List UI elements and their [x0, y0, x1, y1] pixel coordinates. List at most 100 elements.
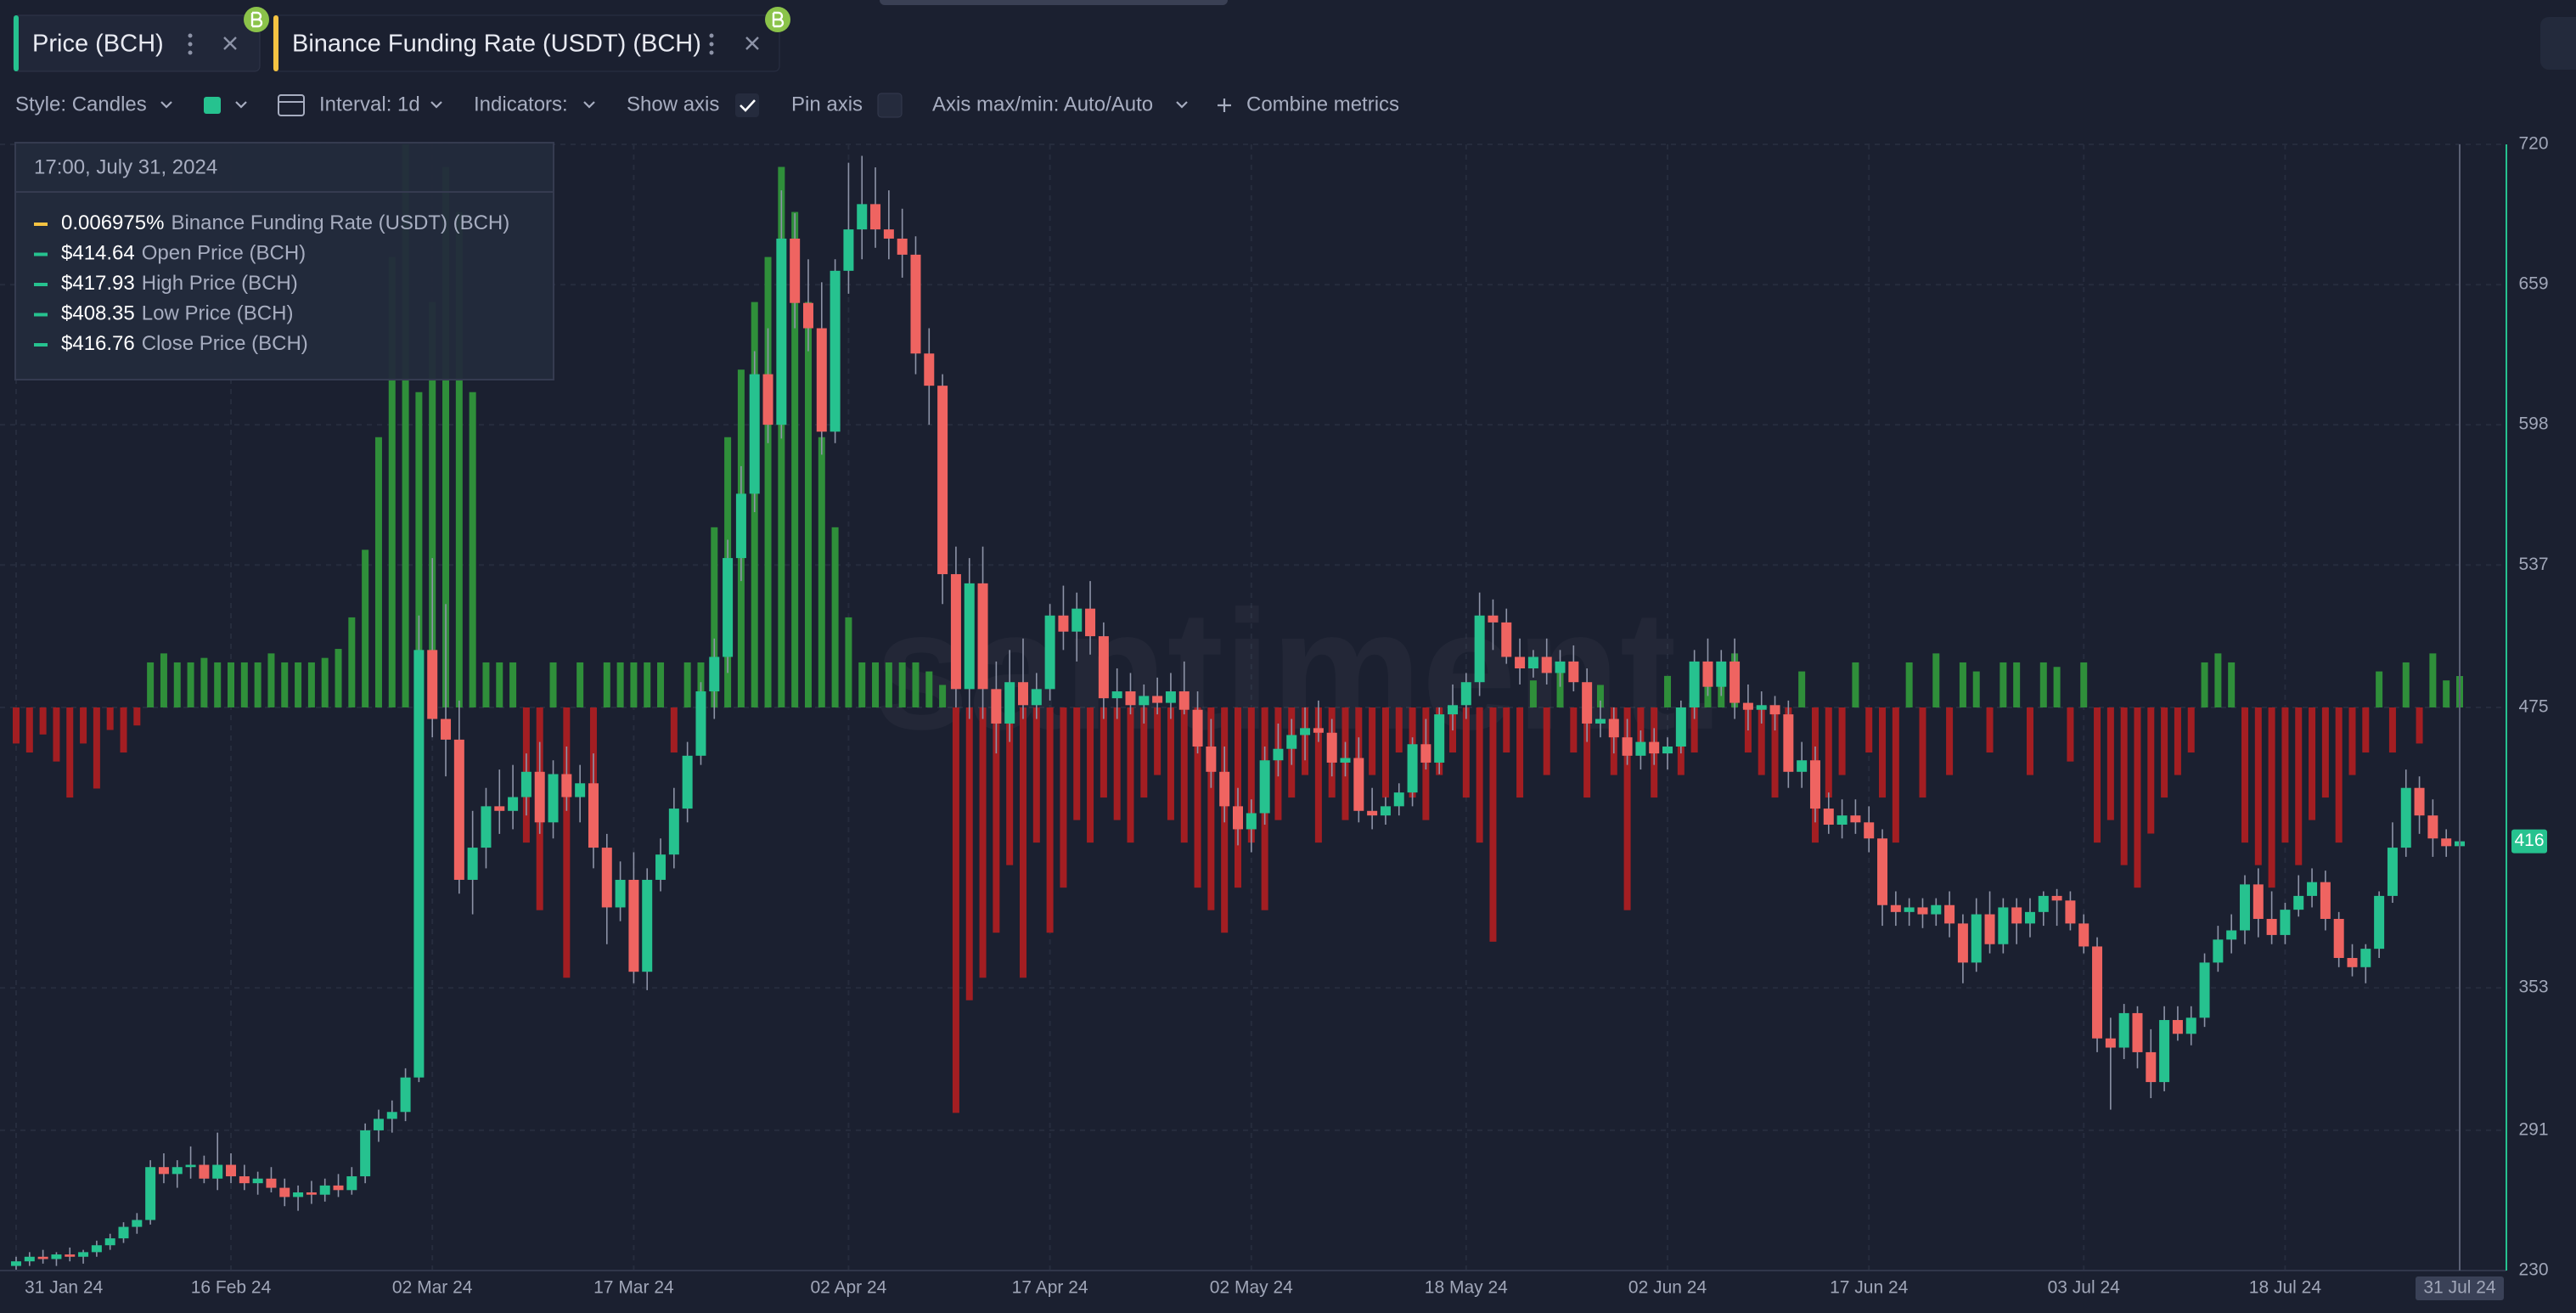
candle-body [1904, 907, 1915, 912]
candle-body [1797, 760, 1808, 772]
candle-body [293, 1192, 304, 1197]
funding-bar [1771, 707, 1779, 798]
show-axis-label: Show axis [627, 93, 719, 116]
style-select[interactable]: Style: Candles [15, 93, 147, 116]
funding-bar [335, 649, 342, 707]
funding-bar [1476, 707, 1483, 843]
funding-bar [240, 662, 248, 707]
candle-body [2146, 1051, 2157, 1083]
candle-body [1515, 656, 1526, 668]
funding-bar [2335, 707, 2343, 843]
candle-body [843, 229, 854, 271]
combine-metrics[interactable]: Combine metrics [1246, 93, 1399, 116]
axes: 230 291 353 475 537 598 659 720 31 Jan 24 16 Feb … [0, 134, 2549, 1300]
tab-accent [14, 15, 19, 71]
candle-body [2387, 848, 2398, 896]
candle-body [1219, 771, 1230, 807]
interval-select[interactable]: Interval: 1d [319, 93, 420, 116]
candle-body [1125, 691, 1136, 706]
y-tick-label: 353 [2518, 978, 2548, 997]
side-button[interactable] [2540, 17, 2576, 70]
tooltip-box [14, 142, 554, 380]
candle-body [65, 1254, 76, 1257]
x-tick-label: 03 Jul 24 [2048, 1278, 2121, 1298]
candle-body [1474, 615, 1485, 683]
tab-close[interactable] [223, 37, 237, 50]
candle-body [1407, 744, 1418, 793]
funding-bar [53, 707, 60, 762]
funding-bar [1100, 707, 1107, 798]
metric-tab[interactable]: Binance Funding Rate (USDT) (BCH) [273, 7, 790, 72]
funding-bar [147, 662, 155, 707]
chevron [583, 101, 595, 109]
pin-axis-checkbox[interactable] [877, 93, 903, 118]
funding-bar [1529, 680, 1537, 707]
funding-bar [2174, 707, 2181, 775]
funding-bar [1314, 707, 1322, 843]
tooltip: 17:00, July 31, 2024 0.006975% Binance Fu… [14, 142, 554, 380]
candle-body [1313, 728, 1324, 733]
candle-body [1756, 705, 1767, 710]
funding-bar [1489, 707, 1497, 942]
candle-body [1192, 709, 1203, 747]
candle-body [2293, 895, 2304, 910]
chevron [160, 101, 172, 109]
candle-body [2199, 962, 2210, 1018]
tab-close[interactable] [745, 37, 759, 50]
funding-bar [2376, 671, 2383, 707]
funding-bar [388, 256, 396, 708]
funding-bar [1006, 707, 1014, 865]
candle-body [24, 1256, 35, 1262]
top-handle[interactable] [880, 0, 1228, 5]
candle-body [575, 783, 586, 797]
candle-body [2414, 787, 2425, 816]
axis-range-select[interactable]: Axis max/min: Auto/Auto [932, 93, 1153, 116]
candle-body [2038, 895, 2049, 912]
candle-body [1931, 904, 1942, 915]
candle-body [2132, 1012, 2143, 1052]
funding-bar [1664, 675, 1672, 707]
candle-body [306, 1192, 317, 1195]
candle-body [1017, 682, 1028, 706]
show-axis-checkbox[interactable] [735, 93, 759, 117]
funding-bar [1060, 707, 1067, 888]
color-picker[interactable] [204, 97, 221, 114]
funding-bar [1087, 707, 1094, 843]
candle-body [1031, 689, 1042, 706]
funding-bar [66, 707, 74, 798]
funding-bar [589, 707, 597, 798]
funding-bar [657, 662, 665, 707]
candle-body [441, 718, 452, 740]
candle-body [964, 583, 975, 690]
x-tick-label: 02 Jun 24 [1628, 1278, 1707, 1298]
metric-tab[interactable]: Price (BCH) [13, 7, 269, 72]
funding-bar [509, 662, 517, 707]
candle-body [1742, 702, 1753, 710]
candle-body [481, 806, 492, 848]
candle-body [2266, 918, 2277, 935]
funding-bar [1247, 707, 1255, 843]
funding-bar [2147, 707, 2155, 834]
tab-menu[interactable] [188, 33, 193, 55]
candle-body [1568, 661, 1579, 683]
candle-body [239, 1176, 250, 1184]
candle-body [252, 1178, 263, 1184]
candle-body [2400, 787, 2411, 848]
tab-menu[interactable] [709, 33, 714, 55]
funding-bar [1972, 671, 1980, 707]
candle-body [695, 691, 706, 756]
x-tick-label: 17 Mar 24 [593, 1278, 674, 1298]
candle-body [1340, 758, 1351, 763]
funding-bar [1570, 707, 1578, 753]
interval-icon [278, 94, 305, 116]
chevron [235, 101, 247, 109]
funding-bar [1905, 662, 1913, 707]
candle-body [1273, 748, 1284, 761]
funding-bar [1879, 707, 1887, 798]
candle-body [1233, 806, 1243, 830]
candle-body [1393, 792, 1404, 807]
funding-bar [429, 301, 436, 707]
indicators-select[interactable]: Indicators: [474, 93, 568, 116]
funding-bar [2187, 707, 2195, 753]
candle-body [2185, 1017, 2196, 1034]
